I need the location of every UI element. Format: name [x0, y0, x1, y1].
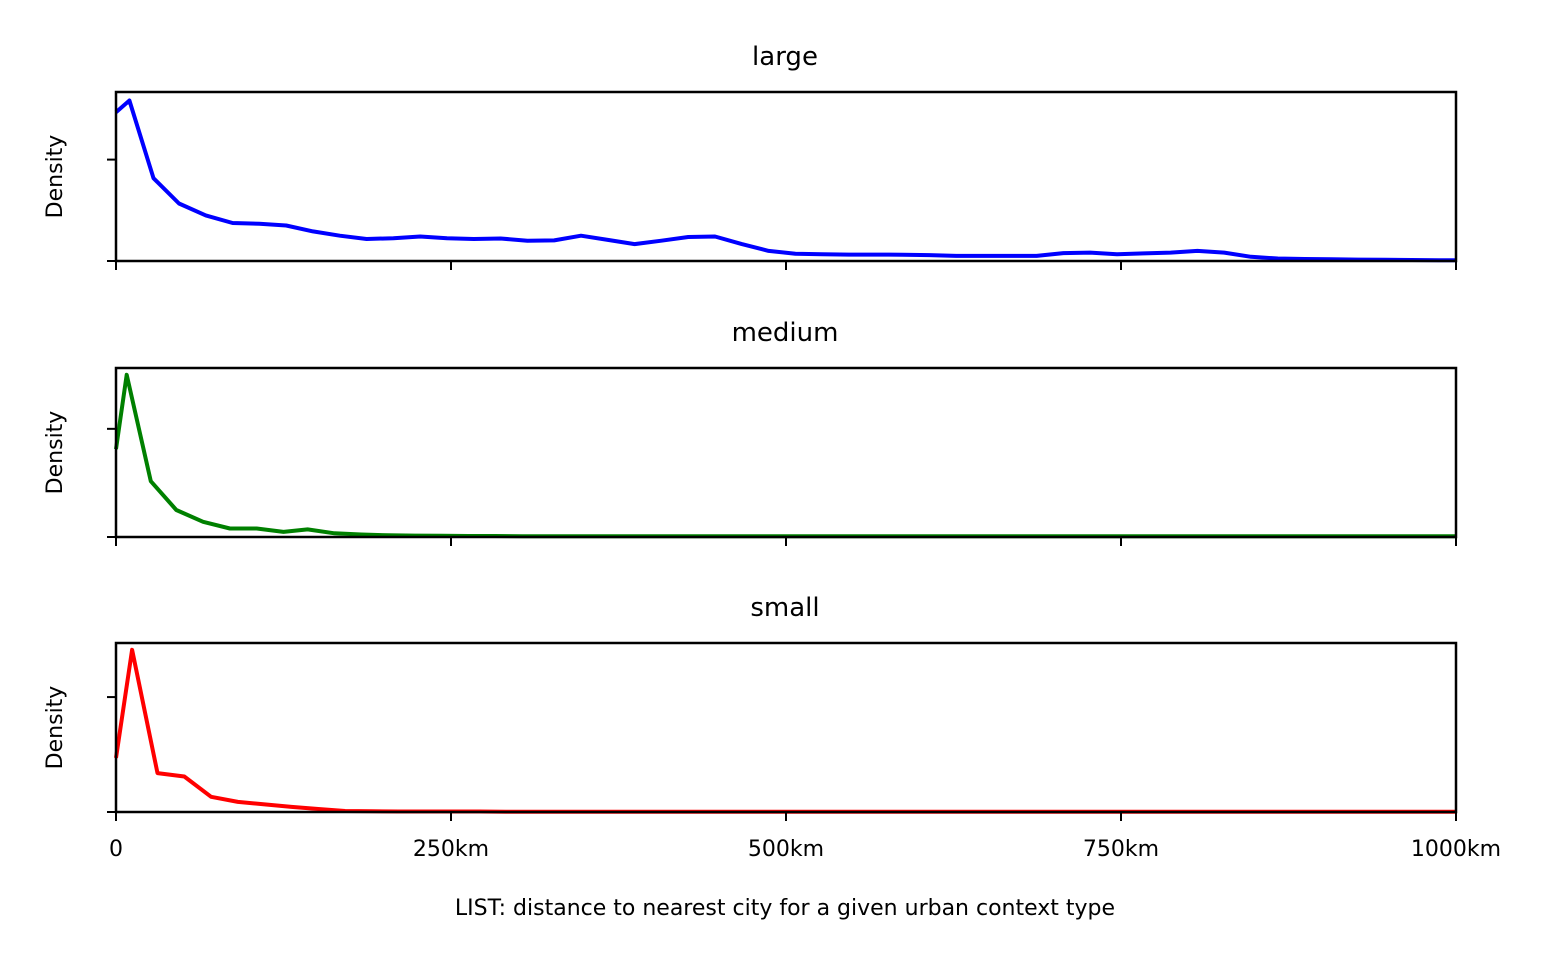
y-axis-label-medium: Density	[43, 411, 68, 495]
y-axis-label-small: Density	[43, 686, 68, 770]
panel-small: small Density 0 250km 500km 750km 1000km	[43, 593, 1501, 862]
panel-title-small: small	[750, 593, 819, 623]
x-tick-label-2: 500km	[748, 837, 824, 862]
x-axis-label: LIST: distance to nearest city for a giv…	[455, 896, 1115, 921]
density-line-small	[114, 647, 1456, 814]
plot-frame-medium	[114, 366, 1458, 539]
y-axis-label-large: Density	[43, 135, 68, 219]
plot-frame-small	[114, 641, 1458, 814]
x-tick-label-4: 1000km	[1411, 837, 1501, 862]
panel-title-medium: medium	[732, 318, 839, 348]
panel-large: large Density	[43, 42, 1458, 270]
x-tick-label-1: 250km	[413, 837, 489, 862]
plot-frame-large	[114, 90, 1458, 263]
panel-title-large: large	[752, 42, 818, 72]
density-line-medium	[114, 372, 1456, 539]
x-tick-label-0: 0	[109, 837, 123, 862]
panel-medium: medium Density	[43, 318, 1458, 546]
density-line-large	[114, 98, 1456, 263]
x-tick-label-3: 750km	[1083, 837, 1159, 862]
